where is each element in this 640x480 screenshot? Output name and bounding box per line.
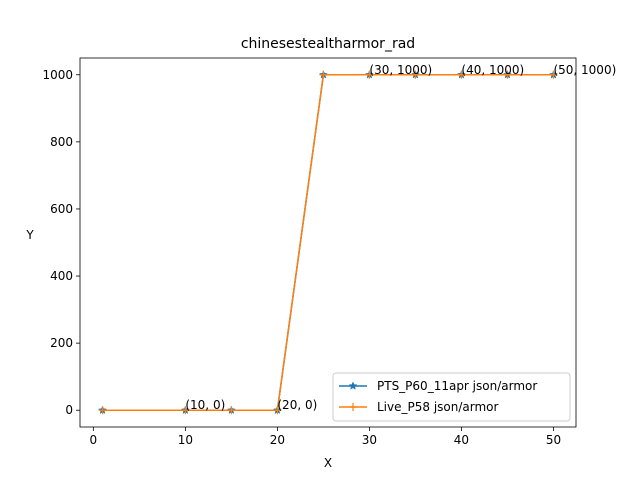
data-point-plus (319, 70, 328, 79)
y-tick-label: 1000 (42, 68, 73, 82)
y-tick-label: 600 (50, 202, 73, 216)
series-2 (98, 70, 558, 415)
chart-title: chinesestealtharmor_rad (241, 36, 415, 52)
legend-marker-star (348, 381, 358, 390)
x-tick-label: 0 (90, 433, 98, 447)
data-label: (40, 1000) (461, 63, 524, 77)
data-point-plus (365, 70, 374, 79)
legend: PTS_P60_11apr json/armor Live_P58 json/ar… (332, 372, 571, 422)
data-label: (30, 1000) (369, 63, 432, 77)
data-point-plus (181, 406, 190, 415)
legend-marker-plus (349, 403, 357, 411)
legend-label: PTS_P60_11apr json/armor (377, 379, 537, 393)
x-tick-label: 40 (454, 433, 469, 447)
x-tick-label: 20 (270, 433, 285, 447)
data-point-plus (503, 70, 512, 79)
data-point-plus (457, 70, 466, 79)
y-tick-label: 800 (50, 135, 73, 149)
data-point-plus (98, 406, 107, 415)
data-point-plus (411, 70, 420, 79)
data-point-plus (549, 70, 558, 79)
x-tick-label: 30 (362, 433, 377, 447)
data-label: (50, 1000) (553, 63, 616, 77)
legend-label: Live_P58 json/armor (377, 400, 499, 414)
data-label: (10, 0) (185, 398, 225, 412)
x-axis-label: X (324, 456, 332, 470)
data-label: (20, 0) (277, 398, 317, 412)
series-line (102, 74, 554, 411)
y-tick-label: 400 (50, 269, 73, 283)
y-tick-label: 200 (50, 336, 73, 350)
plot-area: 0 10 20 30 40 50 0 200 400 600 800 1000 (10, 0) (20, … (42, 57, 616, 447)
legend-box (332, 372, 571, 422)
x-tick-label: 50 (546, 433, 561, 447)
y-tick-label: 0 (65, 403, 73, 417)
x-tick-label: 10 (178, 433, 193, 447)
data-point-plus (227, 406, 236, 415)
data-point-plus (273, 406, 282, 415)
y-axis-label: Y (25, 228, 34, 242)
axes-frame (79, 57, 577, 428)
